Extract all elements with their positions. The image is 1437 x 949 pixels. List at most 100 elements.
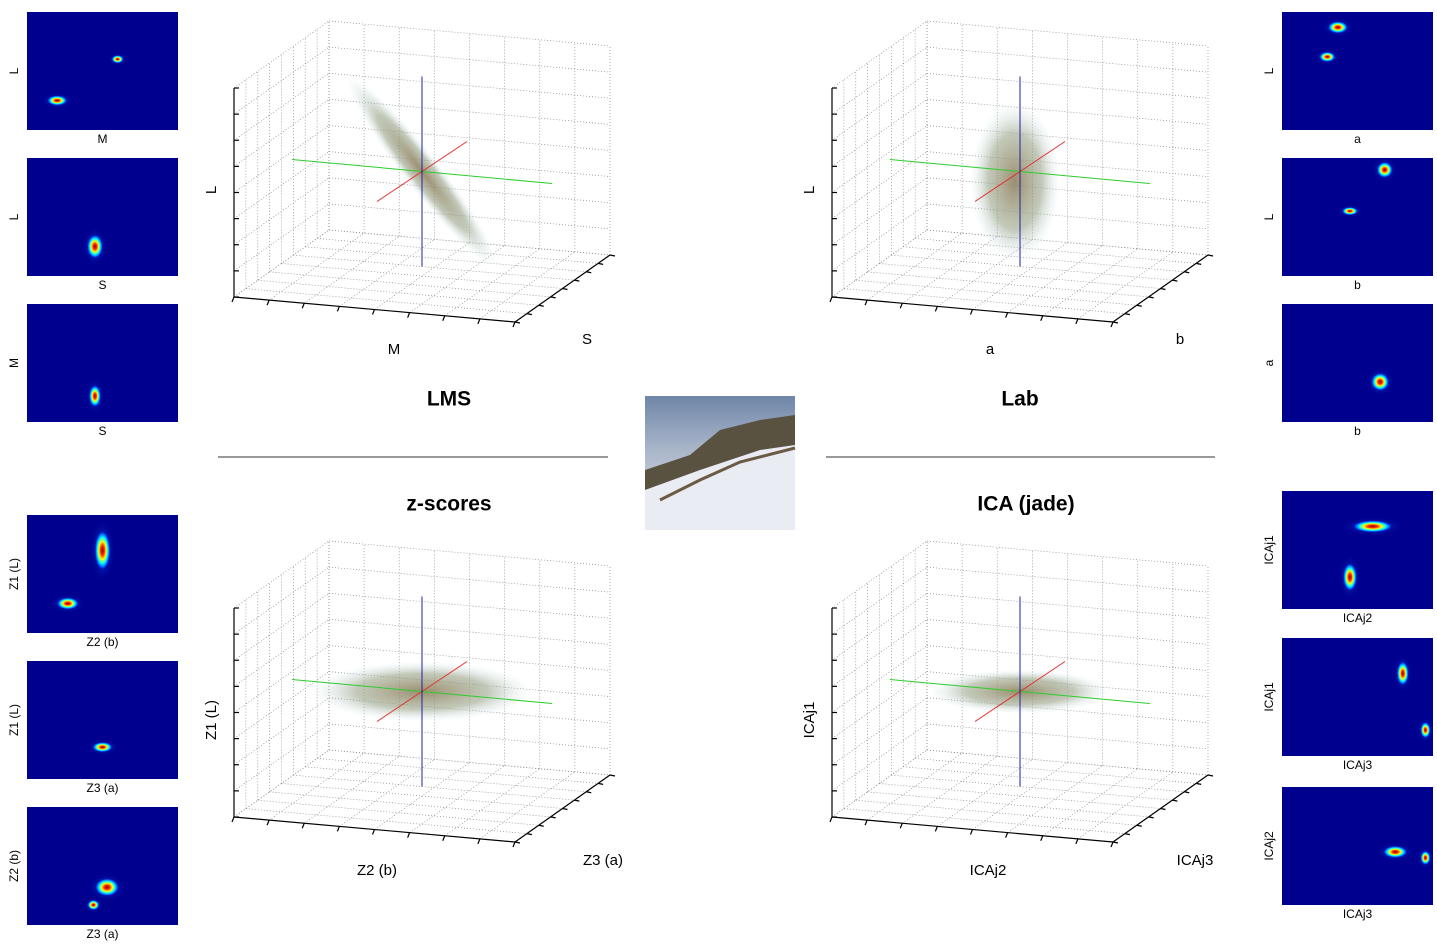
grid-line [844,809,1125,834]
tick [515,842,520,843]
tick [1076,839,1078,844]
tick [302,303,304,308]
tick [935,826,937,831]
heatmap-peak [1353,520,1393,532]
tick [610,255,615,256]
grid-line [304,756,399,823]
heatmap [27,661,178,779]
grid-line [258,280,539,305]
heatmap-x-label: b [1354,278,1361,292]
tick [1125,834,1130,835]
z-axis-label: Z1 (L) [203,700,220,740]
x-axis-label: ICAj2 [970,862,1007,879]
figure: LMSMLSLSMMSLLabaLbLbaabLz-scoresZ2 (b)Z1… [0,0,1437,949]
tick [900,303,902,308]
heatmap [27,12,178,130]
heatmap-y-label: L [7,213,21,220]
grid-line [410,766,505,833]
grid-line [234,724,329,791]
tick [1208,775,1213,776]
x-axis-label: Z2 (b) [357,862,397,879]
grid-line [927,99,1208,124]
tick [527,314,532,315]
grid-line [832,619,927,686]
grid-line [844,289,1125,314]
tick [551,297,556,298]
heatmap-peak [1397,661,1409,685]
grid-line [329,21,610,46]
heatmap-peak [87,235,103,259]
heatmap-peak [1319,52,1335,62]
heatmap-x-label: S [98,424,106,438]
grid-line [1043,769,1138,836]
tick [1113,842,1118,843]
y-axis-label: Z3 (a) [583,852,623,869]
grid-line [856,280,1137,305]
tick [865,820,867,825]
grid-line [329,541,610,566]
heatmap [1282,158,1433,276]
panel-title: LMS [427,388,471,411]
tick [865,300,867,305]
grid-line [329,619,610,644]
grid-line [927,204,1208,229]
grid-line [891,775,1172,800]
grid-line [927,230,1208,255]
heatmap-x-label: a [1354,132,1361,146]
z-axis-label: ICAj1 [801,702,818,739]
heatmap-y-label: L [1262,213,1276,220]
tick [373,310,375,315]
heatmap-x-label: ICAj3 [1343,758,1373,772]
heatmap-x-label: M [98,132,108,146]
grid-line [915,758,1196,783]
heatmap-peak [93,742,113,752]
z-axis-label: L [801,186,818,194]
tick [1041,316,1043,321]
heatmap-x-label: ICAj2 [1343,611,1373,625]
photo [645,396,795,530]
tick [443,836,445,841]
heatmap-y-label: M [7,358,21,368]
tick [586,272,591,273]
grid-line [1008,766,1103,833]
grid-line [891,255,1172,280]
heatmap-peak [1383,846,1407,858]
grid-line [445,769,540,836]
heatmap-peak [1420,722,1430,738]
grid-line [927,619,1208,644]
heatmap [1282,304,1433,422]
grid-line [293,255,574,280]
grid-line [304,236,399,303]
tick [539,305,544,306]
grid-line [902,236,997,303]
tick [1137,305,1142,306]
tick [1137,825,1142,826]
heatmap-peak [1371,373,1389,391]
heatmap-peak [47,96,67,106]
grid-line [927,126,1208,151]
heatmap-peak [87,900,99,910]
tick [935,306,937,311]
panel-title: ICA (jade) [977,493,1074,516]
grid-line [269,233,364,300]
heatmap-peak [112,55,124,63]
grid-line [270,792,551,817]
grid-line [317,238,598,263]
heatmap-peak [1328,21,1348,33]
tick [513,842,515,847]
tick [408,313,410,318]
x-axis-label: a [986,341,995,358]
tick [1149,817,1154,818]
heatmap-x-label: S [98,278,106,292]
tick [527,834,532,835]
tick [1184,272,1189,273]
tick [337,306,339,311]
grid-line [927,750,1208,775]
grid-line [329,724,610,749]
z-axis-label: L [203,186,220,194]
tick [900,823,902,828]
grid-line [915,238,1196,263]
grid-line [246,809,527,834]
heatmap-y-label: Z1 (L) [7,558,21,590]
heatmap-peak [89,385,101,407]
